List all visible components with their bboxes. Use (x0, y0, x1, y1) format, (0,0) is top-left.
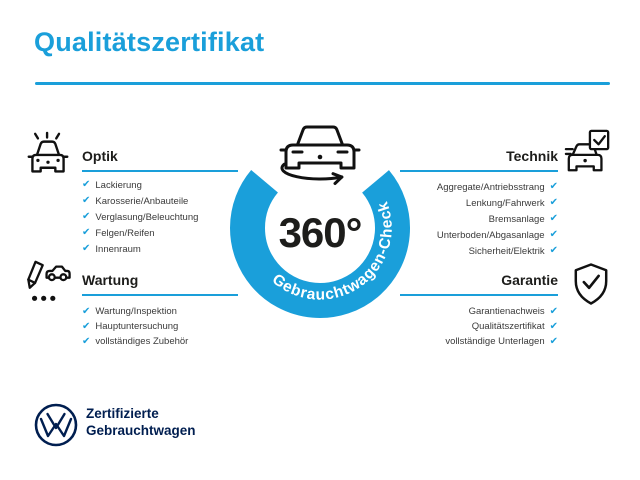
degree-label: 360° (279, 209, 362, 256)
vw-logo (33, 402, 79, 453)
check-icon: ✔ (549, 305, 558, 317)
check-icon: ✔ (549, 229, 558, 240)
section-title-wartung: Wartung (82, 272, 238, 296)
check-icon: ✔ (82, 320, 91, 332)
check-item-label: Innenraum (95, 243, 141, 255)
footer-brand-line1: Zertifizierte (86, 406, 159, 421)
check-icon: ✔ (82, 195, 91, 206)
check-item: ✔ Hauptuntersuchung (82, 319, 188, 334)
section-title-technik: Technik (400, 148, 558, 172)
garantie-checklist: Garantienachweis ✔ Qualitätszertifikat ✔ v… (400, 304, 558, 349)
title-divider (35, 82, 610, 85)
check-item: ✔ Karosserie/Anbauteile (82, 193, 198, 209)
check-item-label: Verglasung/Beleuchtung (95, 211, 199, 223)
check-icon: ✔ (549, 335, 558, 347)
check-item-label: Unterboden/Abgasanlage (436, 229, 545, 241)
check-item: ✔ Innenraum (82, 241, 198, 257)
check-item-label: vollständige Unterlagen (445, 336, 545, 347)
check-item: ✔ vollständiges Zubehör (82, 334, 188, 349)
check-item: ✔ Verglasung/Beleuchtung (82, 209, 198, 225)
check-item-label: Qualitätszertifikat (471, 321, 545, 332)
check-item-label: Felgen/Reifen (95, 227, 155, 239)
check-item: vollständige Unterlagen ✔ (400, 334, 558, 349)
check-item-label: Lackierung (95, 179, 142, 191)
car-shine-icon (26, 130, 70, 183)
check-item: ✔ Wartung/Inspektion (82, 304, 188, 319)
check-item-label: Aggregate/Antriebsstrang (436, 181, 545, 193)
check-item: Unterboden/Abgasanlage ✔ (400, 227, 558, 243)
check-icon: ✔ (82, 305, 91, 317)
check-icon: ✔ (82, 335, 91, 347)
section-title-garantie: Garantie (400, 272, 558, 296)
check-item: Sicherheit/Elektrik ✔ (400, 243, 558, 259)
check-icon: ✔ (82, 179, 91, 190)
service-checklist-icon (24, 258, 72, 311)
optik-checklist: ✔ Lackierung ✔ Karosserie/Anbauteile ✔ Verg… (82, 177, 198, 257)
check-item-label: Bremsanlage (488, 213, 545, 225)
check-item-label: Sicherheit/Elektrik (468, 245, 545, 257)
check-icon: ✔ (549, 181, 558, 192)
check-item-label: Wartung/Inspektion (95, 306, 177, 317)
check-item-label: vollständiges Zubehör (95, 336, 189, 347)
check-icon: ✔ (549, 213, 558, 224)
check-item: Lenkung/Fahrwerk ✔ (400, 195, 558, 211)
check-item: Garantienachweis ✔ (400, 304, 558, 319)
check-item: ✔ Felgen/Reifen (82, 225, 198, 241)
footer-brand-text: Zertifizierte Gebrauchtwagen (86, 405, 196, 439)
footer-brand-line2: Gebrauchtwagen (86, 423, 196, 438)
check-icon: ✔ (82, 227, 91, 238)
check-item-label: Garantienachweis (468, 306, 545, 317)
check-item: Bremsanlage ✔ (400, 211, 558, 227)
technik-checklist: Aggregate/Antriebsstrang ✔ Lenkung/Fahrwe… (400, 179, 558, 259)
check-item-label: Hauptuntersuchung (95, 321, 179, 332)
shield-check-icon (572, 262, 610, 311)
360-check-ring: 360° Gebrauchtwagen-Check (220, 110, 420, 320)
wartung-checklist: ✔ Wartung/Inspektion ✔ Hauptuntersuchung ✔… (82, 304, 188, 349)
check-icon: ✔ (82, 211, 91, 222)
check-item-label: Lenkung/Fahrwerk (465, 197, 545, 209)
check-item: Aggregate/Antriebsstrang ✔ (400, 179, 558, 195)
check-icon: ✔ (549, 320, 558, 332)
check-item: Qualitätszertifikat ✔ (400, 319, 558, 334)
check-icon: ✔ (82, 243, 91, 254)
check-item-label: Karosserie/Anbauteile (95, 195, 189, 207)
check-icon: ✔ (549, 197, 558, 208)
page-title: Qualitätszertifikat (34, 27, 265, 57)
check-item: ✔ Lackierung (82, 177, 198, 193)
car-rotate-icon (279, 125, 361, 185)
check-icon: ✔ (549, 245, 558, 256)
car-checkbox-icon (564, 128, 612, 181)
section-title-optik: Optik (82, 148, 238, 172)
